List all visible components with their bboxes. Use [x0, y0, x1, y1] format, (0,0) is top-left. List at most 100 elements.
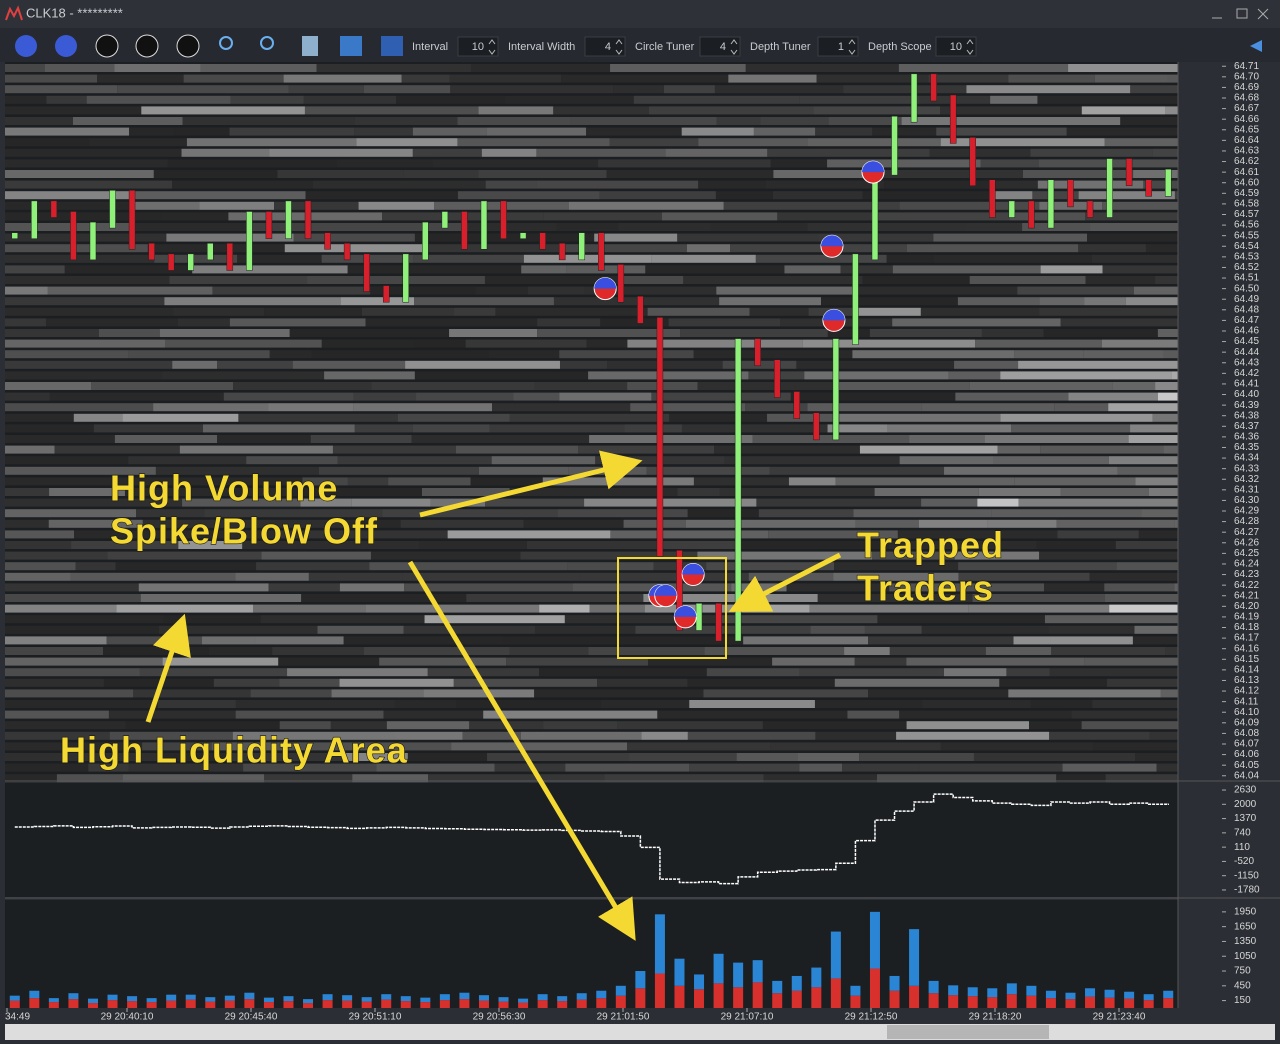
- liquidity-cell: [5, 721, 126, 730]
- liquidity-cell: [954, 551, 1040, 560]
- scrollbar-track[interactable]: [5, 1024, 1275, 1040]
- liquidity-cell: [264, 774, 353, 783]
- liquidity-cell: [1109, 604, 1178, 613]
- y-tick-label: 64.07: [1234, 739, 1259, 750]
- volume-bar: [909, 985, 920, 1008]
- volume-bar: [303, 1003, 314, 1008]
- delta-button[interactable]: [15, 35, 37, 57]
- liquidity-cell: [790, 392, 956, 401]
- liquidity-cell: [835, 477, 1015, 486]
- liquidity-cell: [1018, 498, 1178, 507]
- liquidity-cell: [1108, 403, 1178, 412]
- liquidity-cell: [921, 625, 1049, 634]
- spin-arrows[interactable]: [966, 39, 974, 55]
- liquidity-cell: [558, 244, 688, 253]
- liquidity-cell: [331, 689, 424, 698]
- liquidity-cell: [5, 95, 47, 104]
- collapse-button[interactable]: [1250, 40, 1262, 52]
- bars-button[interactable]: [55, 35, 77, 57]
- liquidity-cell: [975, 339, 1102, 348]
- spin-arrows[interactable]: [615, 39, 623, 55]
- liquidity-cell: [5, 636, 107, 645]
- liquidity-cell: [287, 668, 428, 677]
- liquidity-cell: [182, 117, 355, 125]
- liquidity-cell: [5, 615, 164, 624]
- spin-box[interactable]: [935, 36, 977, 57]
- volume-bar: [518, 998, 529, 1003]
- liquidity-cell: [213, 678, 280, 687]
- liquidity-cell: [796, 360, 955, 369]
- spin-box[interactable]: [817, 36, 859, 57]
- price-bar: [324, 232, 331, 250]
- liquidity-cell: [680, 329, 828, 337]
- maximize[interactable]: [1236, 8, 1248, 19]
- liquidity-cell: [165, 339, 322, 348]
- spin-box[interactable]: [699, 36, 741, 57]
- liquidity-cell: [534, 382, 628, 390]
- liquidity-cell: [901, 117, 953, 125]
- x-tick-label: 29 20:56:30: [473, 1012, 526, 1023]
- volume-bar: [205, 1001, 216, 1008]
- liquidity-cell: [509, 413, 670, 422]
- liquidity-cell: [278, 657, 380, 666]
- liquidity-cell: [919, 763, 1063, 772]
- liquidity-cell: [54, 445, 180, 454]
- liquidity-cell: [5, 212, 162, 221]
- clear-button[interactable]: [302, 36, 318, 56]
- liquidity-cell: [403, 170, 479, 178]
- zoom-in-button[interactable]: [219, 36, 233, 50]
- volume-bar: [205, 997, 216, 1002]
- liquidity-cell: [535, 625, 636, 634]
- spin-box[interactable]: [584, 36, 626, 57]
- liquidity-cell: [347, 477, 389, 486]
- liquidity-cell: [892, 265, 1041, 274]
- annotation: Trapped: [857, 525, 1004, 566]
- liquidity-cell: [899, 456, 994, 465]
- grid-button[interactable]: [340, 36, 362, 56]
- spin-arrows[interactable]: [488, 39, 496, 55]
- refresh-button[interactable]: [135, 34, 159, 58]
- spin-arrows[interactable]: [730, 39, 738, 55]
- volume-bar: [166, 994, 177, 1001]
- liquidity-cell: [308, 572, 403, 581]
- liquidity-cell: [537, 318, 601, 327]
- move-button[interactable]: [95, 34, 119, 58]
- liquidity-cell: [233, 382, 372, 390]
- liquidity-cell: [279, 678, 340, 687]
- liquidity-cell: [1132, 636, 1178, 645]
- scrollbar-thumb[interactable]: [887, 1025, 1049, 1039]
- liquidity-cell: [370, 286, 476, 295]
- liquidity-cell: [447, 530, 611, 539]
- liquidity-cell: [689, 763, 800, 772]
- bubble-top: [674, 605, 697, 617]
- bubble-top: [862, 161, 885, 173]
- liquidity-cell: [503, 636, 589, 645]
- spin-box[interactable]: [457, 36, 499, 57]
- liquidity-cell: [1013, 636, 1133, 645]
- liquidity-cell: [889, 583, 1045, 592]
- liquidity-cell: [226, 753, 346, 761]
- volume-bar: [733, 962, 744, 988]
- liquidity-cell: [1006, 668, 1050, 677]
- volume-bar: [576, 993, 587, 1000]
- spin-arrows[interactable]: [848, 39, 856, 55]
- liquidity-cell: [46, 95, 87, 104]
- price-bar: [1086, 200, 1094, 218]
- pointer-button[interactable]: [176, 34, 200, 58]
- liquidity-cell: [5, 64, 46, 72]
- liquidity-cell: [714, 85, 844, 94]
- ladder-button[interactable]: [381, 36, 403, 56]
- volume-bar: [948, 985, 959, 996]
- liquidity-cell: [543, 721, 618, 730]
- volume-bar: [733, 987, 744, 1008]
- volume-bar: [498, 997, 509, 1002]
- liquidity-cell: [489, 350, 560, 359]
- close[interactable]: [1257, 8, 1269, 20]
- liquidity-cell: [572, 583, 732, 592]
- y-tick-label: 64.23: [1234, 569, 1259, 580]
- y-tick-label: 64.63: [1234, 146, 1259, 157]
- liquidity-cell: [491, 456, 596, 465]
- zoom-out-button[interactable]: [260, 36, 274, 50]
- arrows: [145, 450, 842, 941]
- liquidity-cell: [847, 710, 900, 719]
